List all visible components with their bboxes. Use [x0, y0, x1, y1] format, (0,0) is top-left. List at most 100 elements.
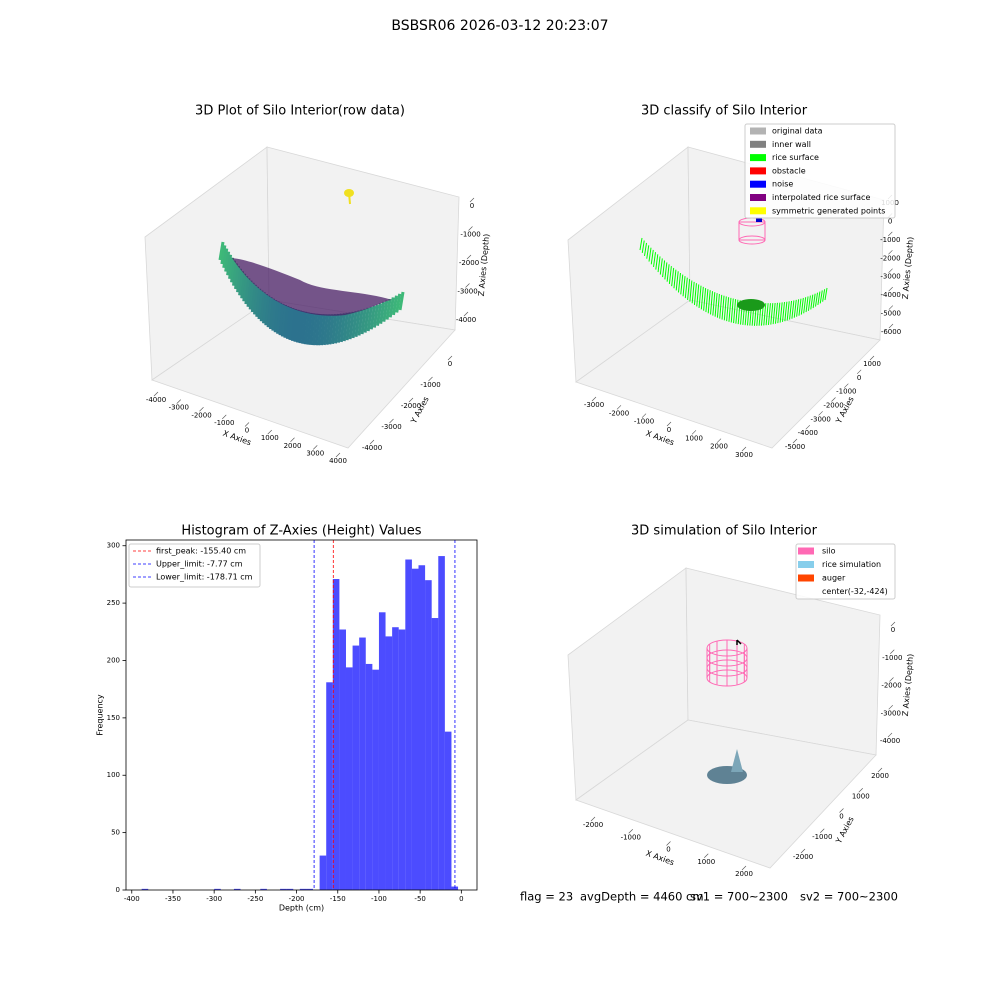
rice-surface-stroke [703, 287, 707, 311]
silo-cylinder [738, 235, 766, 245]
tick-mark [199, 407, 204, 412]
rice-surface-stroke [796, 299, 800, 317]
histogram-bar [306, 888, 314, 890]
rice-surface-stroke [714, 293, 718, 317]
histogram-bar [332, 579, 340, 890]
x-tick-label: -150 [330, 895, 346, 903]
z-axis-label: Z Axies (Depth) [901, 236, 915, 299]
tick-mark [369, 439, 375, 445]
rice-surface-stroke [728, 297, 732, 322]
x-tick-label: -1000 [634, 418, 654, 426]
rice-surface-stroke [666, 264, 670, 282]
point-cloud-stroke [234, 265, 240, 290]
z-tick-label: -3000 [881, 709, 901, 717]
legend-label: interpolated rice surface [772, 193, 870, 202]
y-tick-label: -4000 [798, 429, 818, 437]
rice-surface-stroke [646, 245, 650, 259]
tick-mark [888, 268, 893, 273]
annotation: sv1 = 700~2300 [690, 890, 788, 904]
point-cloud-stroke [336, 313, 343, 343]
y-tick-label: 1000 [852, 792, 870, 800]
histogram-bar [326, 682, 333, 890]
histogram-bar [431, 618, 439, 890]
rice-surface-stroke [712, 292, 716, 316]
rice-surface-stroke [644, 242, 647, 256]
point-cloud-stroke [385, 298, 392, 320]
point-cloud-stroke [288, 307, 295, 341]
point-cloud-stroke [322, 314, 329, 346]
point-cloud-stroke [334, 313, 340, 344]
z-axis-label: Z Axies (Depth) [477, 233, 491, 296]
rice-surface-stroke [791, 300, 795, 319]
y-axis-label: Y Axies [834, 395, 856, 426]
point-cloud-stroke [268, 298, 275, 330]
point-cloud-stroke [391, 295, 398, 316]
tick-mark [869, 355, 875, 361]
annotation: avgDepth = 4460 cm [580, 890, 704, 904]
point-cloud-stroke [290, 308, 297, 342]
histogram-bar [286, 888, 294, 890]
legend-box [128, 543, 261, 588]
tick-mark [844, 383, 849, 388]
rice-surface-stroke [668, 266, 672, 285]
rice-surface-stroke [812, 293, 816, 309]
point-cloud-stroke [278, 303, 285, 336]
rice-surface-stroke [641, 240, 645, 254]
rice-surface-stroke [779, 302, 783, 323]
histogram-bar [299, 888, 307, 890]
rice-surface-stroke [700, 286, 704, 310]
legend-swatch [750, 127, 766, 135]
legend-swatch [750, 180, 766, 188]
legend-label: obstacle [772, 166, 806, 175]
axis-pane [151, 299, 456, 449]
rice-surface-stroke [817, 291, 821, 306]
y-tick-label: -3000 [810, 415, 830, 423]
legend-swatch [750, 140, 766, 148]
x-tick-label: 3000 [735, 451, 753, 459]
tick-mark [839, 808, 844, 813]
x-tick-label: -100 [371, 895, 387, 903]
tick-mark [741, 865, 747, 871]
x-tick-label: 0 [245, 427, 249, 435]
y-tick-label: 2000 [871, 772, 889, 780]
silo-cylinder [738, 221, 766, 241]
point-cloud-stroke [224, 251, 231, 272]
z-tick-label: 0 [470, 202, 474, 210]
rice-simulation-peak [731, 749, 743, 772]
x-tick-label: -50 [414, 895, 425, 903]
point-cloud-stroke [280, 304, 287, 337]
point-cloud-stroke [248, 282, 255, 310]
tick-mark [222, 414, 227, 420]
tick-mark [691, 430, 697, 435]
rice-surface-stroke [677, 272, 681, 293]
tick-mark [616, 405, 622, 410]
rice-surface-stroke [653, 252, 657, 267]
histogram-bar [345, 667, 353, 890]
x-axis-label: X Axies [645, 849, 676, 868]
rice-surface-stroke [680, 274, 684, 295]
point-cloud-stroke [348, 311, 355, 340]
y-tick-label: -2000 [823, 402, 843, 410]
z-axis-label: Z Axies (Depth) [901, 653, 915, 716]
x-tick-label: 1000 [261, 434, 279, 442]
tick-mark [877, 767, 883, 773]
tick-mark [888, 250, 893, 255]
rice-surface-stroke [789, 300, 793, 320]
histogram-bar [444, 731, 452, 890]
point-cloud-stroke [309, 313, 316, 346]
tick-mark [792, 438, 798, 444]
chart-title: Histogram of Z-Axies (Height) Values [181, 524, 421, 539]
histogram-bar [451, 886, 459, 890]
histogram-bar [405, 559, 412, 890]
histogram-bar [280, 888, 287, 890]
rice-surface-stroke [707, 290, 711, 314]
tick-mark [889, 677, 894, 682]
legend-swatch [750, 154, 766, 162]
x-tick-label: 4000 [329, 457, 347, 465]
x-tick-label: -1000 [214, 419, 234, 427]
x-tick-label: 0 [666, 846, 670, 854]
tick-mark [469, 197, 475, 203]
histogram-bar [339, 629, 346, 890]
point-cloud-stroke [266, 297, 273, 328]
chart-title: 3D classify of Silo Interior [641, 104, 808, 119]
